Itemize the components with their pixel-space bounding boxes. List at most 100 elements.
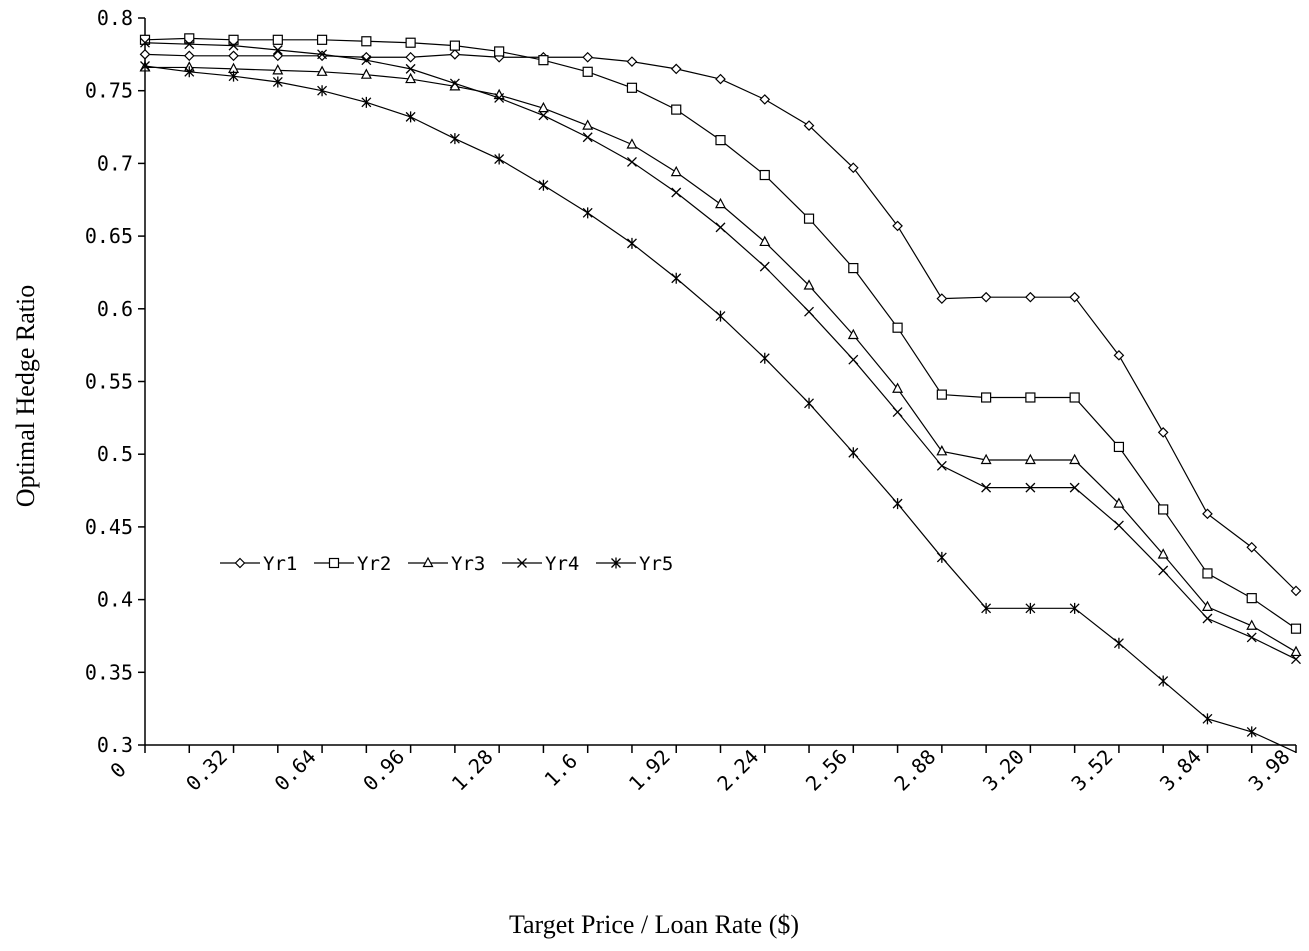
x-marker xyxy=(140,37,150,48)
triangle-marker xyxy=(1113,497,1125,508)
y-tick-label: 0.7 xyxy=(97,151,133,175)
star-marker xyxy=(1246,726,1257,738)
square-marker xyxy=(316,34,328,45)
square-marker xyxy=(582,66,593,77)
square-marker xyxy=(892,322,903,333)
star-marker xyxy=(140,60,150,72)
y-tick-label: 0.35 xyxy=(85,660,133,684)
x-axis-ticks: 0 0.32 0.64 0.96 1.28 1.6 1.92 2.24 2.56 2.88 3.20… xyxy=(105,745,1297,796)
y-tick-label: 0.55 xyxy=(85,370,133,394)
series-line xyxy=(144,65,1297,753)
y-tick-label: 0.8 xyxy=(97,6,133,30)
y-tick-label: 0.3 xyxy=(97,733,133,757)
triangle-marker xyxy=(582,119,594,130)
star-marker xyxy=(538,179,549,191)
triangle-marker xyxy=(1201,600,1213,611)
triangle-marker xyxy=(422,556,434,568)
x-marker xyxy=(804,306,814,317)
star-marker xyxy=(1113,637,1124,649)
diamond-marker xyxy=(1157,427,1169,438)
x-marker xyxy=(1025,482,1036,493)
square-marker xyxy=(1158,504,1169,515)
x-marker xyxy=(405,63,416,74)
x-marker xyxy=(715,222,726,233)
x-marker xyxy=(494,93,505,103)
star-marker xyxy=(1069,602,1080,614)
series-yr2 xyxy=(139,33,1302,634)
diamond-marker xyxy=(272,50,284,62)
diamond-marker xyxy=(847,162,859,174)
diamond-marker xyxy=(980,291,992,303)
legend-item-yr2: Yr2 xyxy=(314,553,391,575)
triangle-marker xyxy=(980,453,992,465)
series-line xyxy=(145,66,1297,653)
x-marker xyxy=(981,482,992,493)
square-marker xyxy=(538,55,549,66)
star-marker xyxy=(715,310,726,322)
square-marker xyxy=(715,135,726,146)
diamond-marker xyxy=(234,557,246,569)
star-marker xyxy=(582,207,593,219)
star-marker xyxy=(892,498,903,510)
x-marker xyxy=(449,78,460,89)
diamond-marker xyxy=(936,293,948,304)
square-marker xyxy=(1113,441,1125,453)
diamond-marker xyxy=(449,49,461,60)
triangle-marker xyxy=(1024,453,1036,465)
square-marker xyxy=(759,169,770,181)
square-marker xyxy=(449,40,460,51)
square-marker xyxy=(1202,568,1213,579)
y-axis-ticks: 0.3 0.35 0.4 0.45 0.5 0.55 0.6 0.65 0.7 0.75 0.8 xyxy=(85,6,145,757)
x-marker xyxy=(1246,632,1257,643)
diamond-marker xyxy=(582,51,594,63)
triangle-marker xyxy=(1246,619,1258,630)
square-marker xyxy=(1069,392,1080,403)
x-marker xyxy=(1202,613,1213,624)
diamond-marker xyxy=(626,56,638,67)
triangle-marker xyxy=(626,138,638,149)
triangle-marker xyxy=(892,382,904,393)
y-tick-label: 0.45 xyxy=(85,515,133,539)
x-marker xyxy=(671,187,682,198)
x-marker xyxy=(759,261,770,272)
square-marker xyxy=(272,34,283,45)
diamond-marker xyxy=(139,49,151,60)
diamond-marker xyxy=(1246,541,1258,553)
star-marker xyxy=(759,352,770,364)
star-marker xyxy=(405,111,416,123)
diamond-marker xyxy=(405,51,416,63)
x-axis-title: Target Price / Loan Rate ($) xyxy=(509,910,799,939)
diamond-marker xyxy=(759,94,771,105)
triangle-marker xyxy=(759,235,771,247)
square-marker xyxy=(494,46,505,57)
star-marker xyxy=(184,66,195,78)
series-yr3 xyxy=(139,61,1302,657)
x-marker xyxy=(272,45,283,55)
star-marker xyxy=(1025,602,1036,614)
axes xyxy=(144,18,1296,746)
series-yr4 xyxy=(140,37,1301,665)
diamond-marker xyxy=(892,220,903,232)
diamond-marker xyxy=(670,63,682,75)
diamond-marker xyxy=(1202,508,1213,520)
star-marker xyxy=(272,76,283,88)
diamond-marker xyxy=(715,73,726,85)
y-axis-title: Optimal Hedge Ratio xyxy=(11,285,40,507)
y-tick-label: 0.4 xyxy=(97,588,133,612)
star-marker xyxy=(611,557,621,569)
square-marker xyxy=(626,82,638,93)
square-marker xyxy=(328,557,340,569)
square-marker xyxy=(1025,392,1036,403)
x-marker xyxy=(582,132,593,143)
star-marker xyxy=(361,96,372,108)
series-line xyxy=(144,53,1297,592)
square-marker xyxy=(936,389,947,400)
star-marker xyxy=(848,447,859,459)
x-tick-label: 0 xyxy=(105,757,130,782)
triangle-marker xyxy=(670,165,682,177)
star-marker xyxy=(804,397,814,409)
star-marker xyxy=(1158,675,1169,687)
x-tick-label: 1.6 xyxy=(539,749,582,792)
series-line xyxy=(144,37,1297,630)
